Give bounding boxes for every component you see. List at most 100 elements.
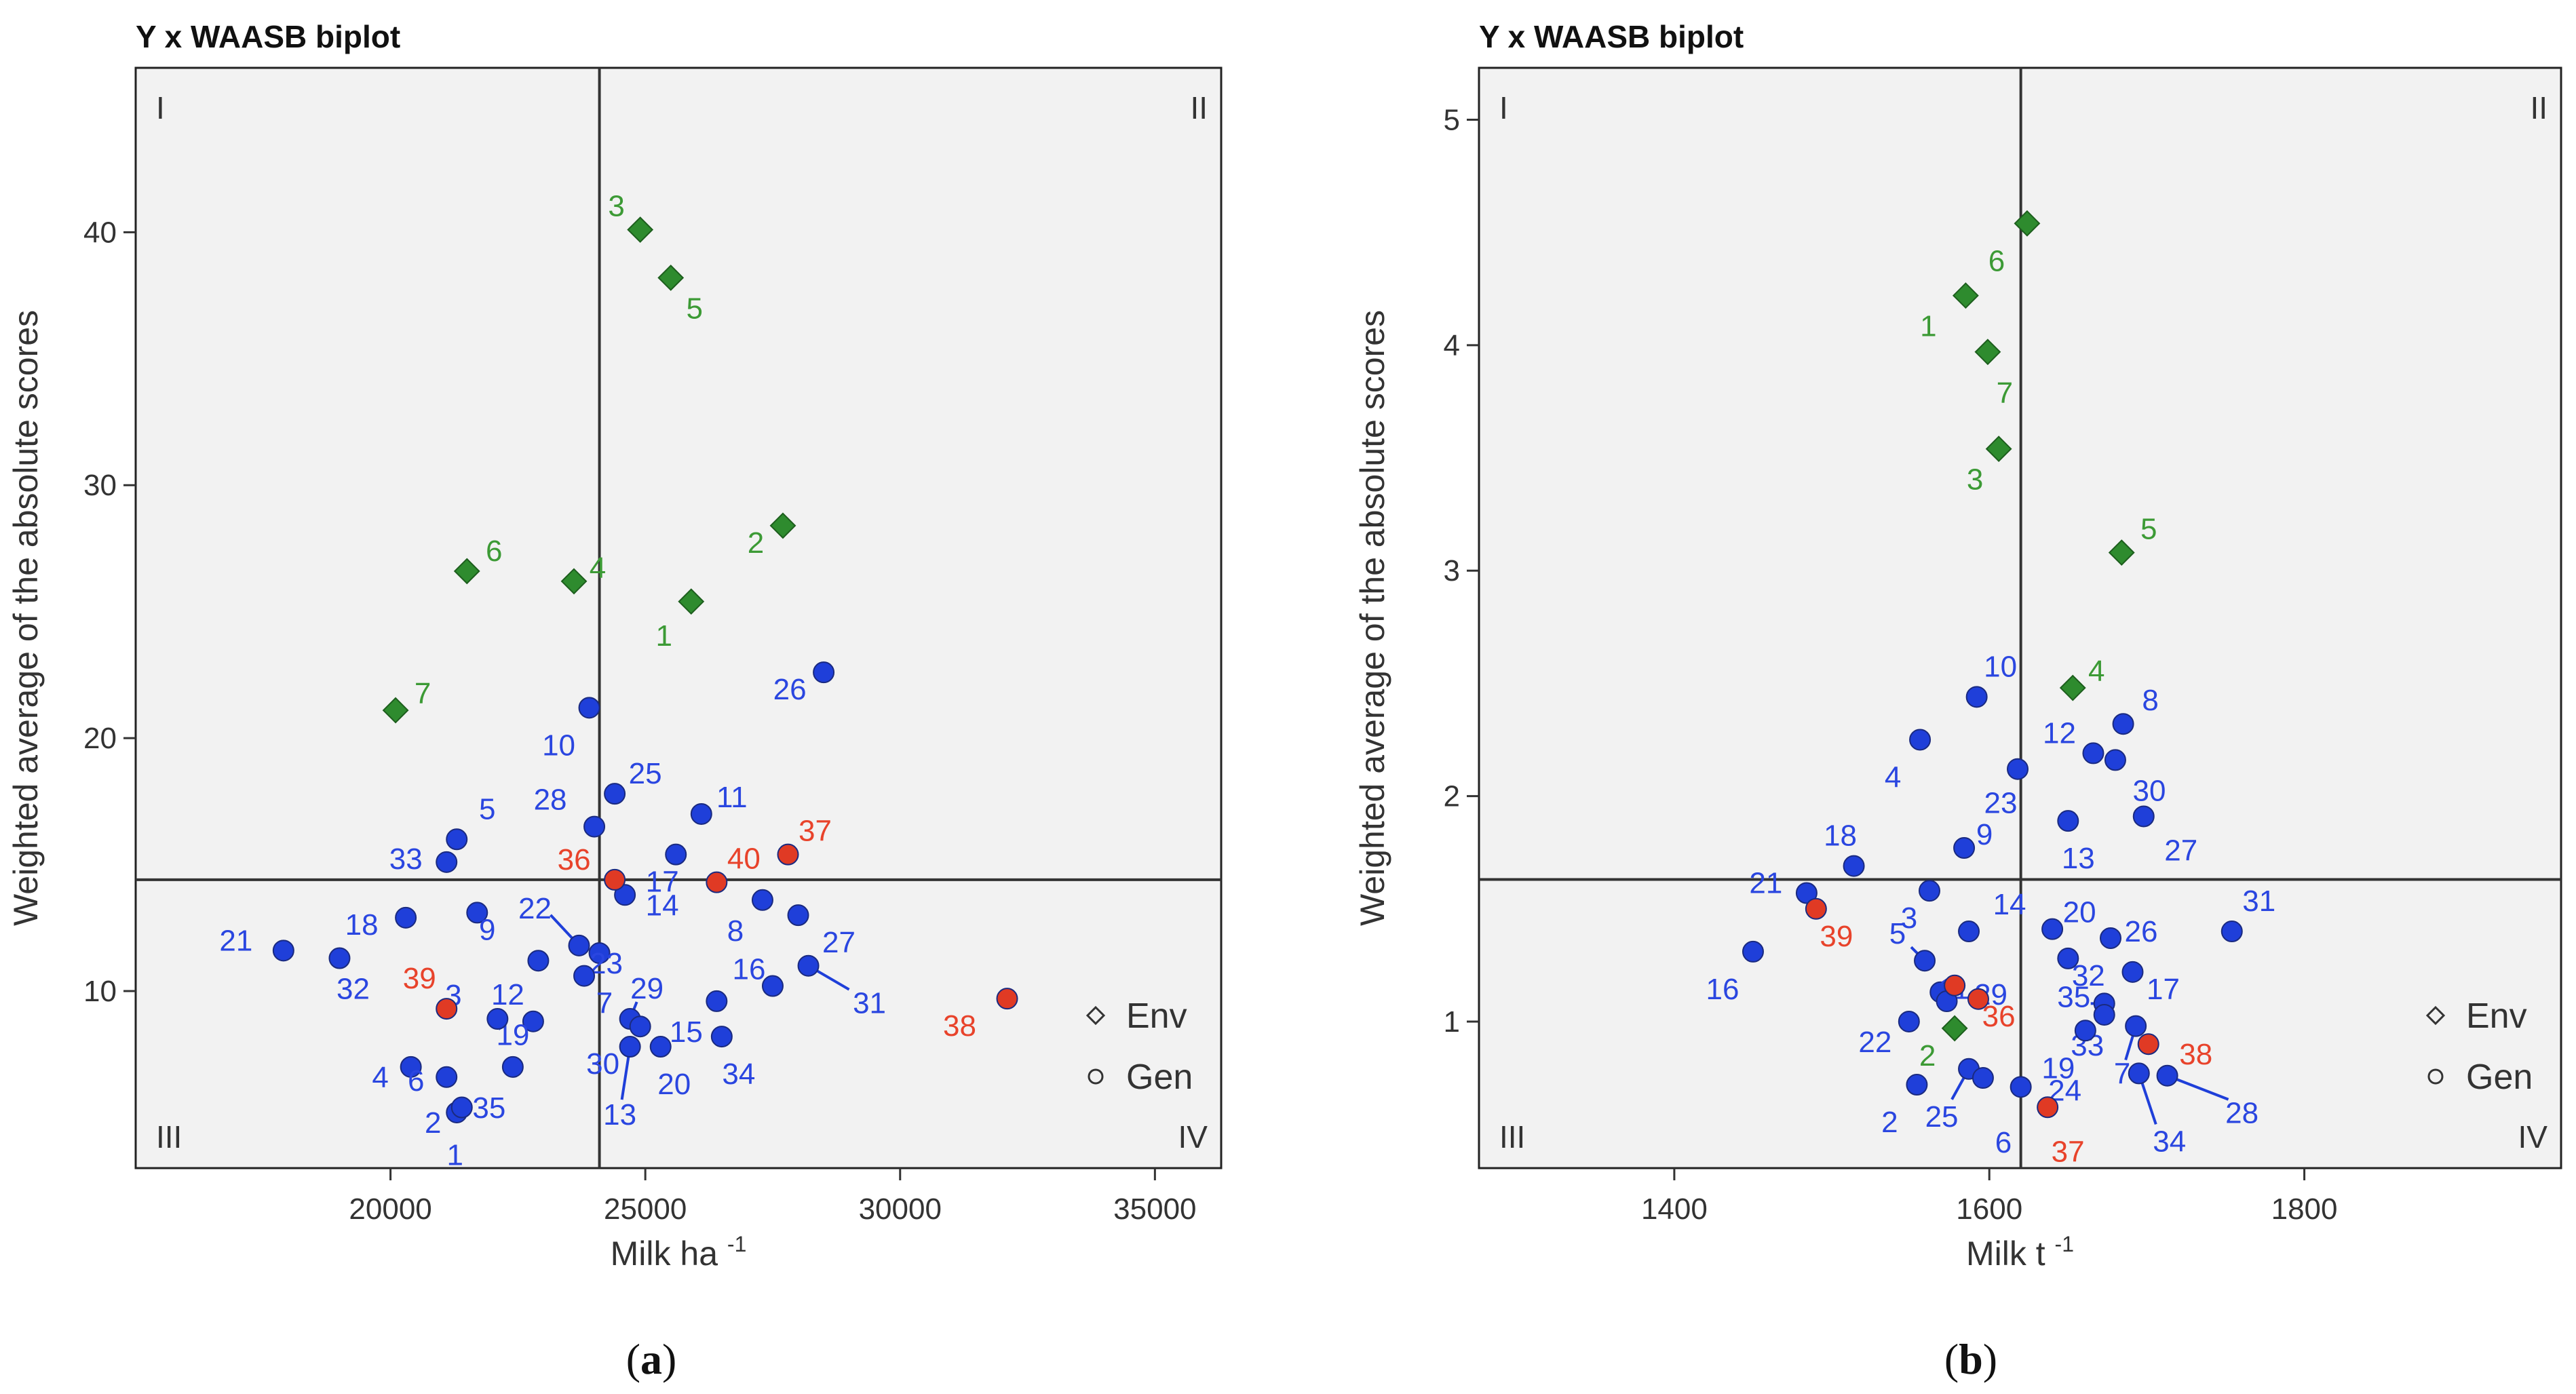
- point-label: 19: [2041, 1051, 2075, 1085]
- point-label: 2: [748, 526, 764, 560]
- point-label: 7: [415, 677, 431, 710]
- gen-point: [751, 889, 773, 911]
- subfigure-label: (a): [626, 1335, 677, 1383]
- point-label: 33: [389, 843, 423, 876]
- gen-point: [1742, 940, 1764, 963]
- gen-point: [690, 802, 712, 825]
- point-label: 28: [2225, 1097, 2258, 1130]
- env-point: [2059, 674, 2086, 701]
- gen-point: [1914, 950, 1936, 972]
- env-point: [1941, 1015, 1968, 1042]
- gen-point: [583, 815, 606, 838]
- gen-point: [614, 884, 636, 906]
- gen-point: [1965, 686, 1988, 708]
- point-label: 5: [479, 792, 495, 826]
- highlighted-gen-point: [2137, 1033, 2159, 1056]
- gen-point: [436, 1066, 458, 1088]
- gen-point: [446, 828, 468, 851]
- point-label: 37: [2052, 1135, 2085, 1168]
- x-axis-label: Milk ha -1: [611, 1232, 747, 1273]
- point-label: 15: [670, 1015, 703, 1049]
- x-tick-label: 1800: [2271, 1193, 2338, 1226]
- point-label: 17: [646, 866, 679, 899]
- gen-point: [706, 990, 728, 1012]
- legend-gen-label: Gen: [2466, 1058, 2533, 1097]
- point-label: 1: [447, 1139, 463, 1172]
- point-label: 12: [491, 978, 524, 1011]
- x-axis-label-superscript: -1: [727, 1232, 746, 1256]
- env-point: [627, 216, 654, 244]
- x-tick-label: 1400: [1641, 1193, 1708, 1226]
- gen-point: [2221, 921, 2243, 943]
- env-point: [1952, 282, 1979, 309]
- gen-point: [2112, 713, 2134, 735]
- quadrant-label: I: [156, 90, 165, 125]
- highlighted-gen-point: [1944, 974, 1966, 996]
- gen-point: [466, 902, 488, 924]
- gen-point: [578, 697, 600, 719]
- legend-env-marker: [1085, 1005, 1106, 1026]
- point-label: 28: [534, 783, 567, 817]
- gen-point: [665, 843, 687, 866]
- point-label: 1: [656, 619, 672, 653]
- gen-point: [2074, 1020, 2096, 1042]
- point-label: 32: [337, 973, 370, 1006]
- gen-point: [2104, 749, 2126, 771]
- gen-point: [272, 940, 294, 962]
- point-label: 35: [2057, 980, 2090, 1013]
- point-label: 17: [2147, 973, 2180, 1006]
- env-point: [453, 558, 480, 585]
- point-label: 2: [425, 1106, 441, 1140]
- point-label: 10: [542, 729, 575, 762]
- legend-env-marker: [2425, 1005, 2446, 1026]
- gen-point: [573, 965, 596, 987]
- point-label: 30: [2132, 774, 2166, 807]
- point-label: 18: [345, 908, 379, 942]
- plot-area: [134, 66, 1223, 1169]
- point-label: 3: [1967, 463, 1983, 497]
- gen-point: [761, 975, 784, 997]
- point-label: 34: [2153, 1125, 2186, 1158]
- gen-point: [2010, 1076, 2032, 1098]
- gen-point: [2057, 947, 2079, 969]
- point-label: 20: [657, 1068, 691, 1101]
- gen-point: [1958, 921, 1980, 943]
- point-label: 13: [603, 1098, 636, 1131]
- point-label: 6: [408, 1064, 424, 1098]
- point-label: 35: [472, 1091, 505, 1125]
- point-label: 6: [486, 535, 502, 568]
- legend-gen-label: Gen: [1126, 1058, 1193, 1097]
- point-label: 5: [686, 292, 702, 325]
- env-point: [1985, 435, 2012, 463]
- env-point: [657, 265, 685, 291]
- gen-point: [1843, 855, 1865, 877]
- point-label: 4: [1885, 760, 1901, 794]
- y-tick-label: 2: [1444, 780, 1460, 813]
- point-label: 38: [943, 1009, 976, 1043]
- point-label: 23: [1984, 787, 2018, 820]
- point-label: 26: [2125, 915, 2158, 948]
- quadrant-label: II: [2530, 90, 2548, 125]
- point-label: 22: [1858, 1026, 1891, 1059]
- highlighted-gen-point: [2037, 1096, 2059, 1119]
- point-label: 22: [518, 892, 552, 925]
- gen-point: [797, 954, 820, 977]
- gen-point: [2125, 1015, 2147, 1037]
- gen-point: [328, 947, 351, 969]
- point-label: 29: [630, 972, 664, 1005]
- point-label: 7: [1997, 376, 2013, 410]
- legend-gen-marker: [2427, 1068, 2444, 1085]
- x-tick-label: 1600: [1956, 1193, 2022, 1226]
- point-label: 16: [1706, 973, 1739, 1006]
- point-label: 21: [219, 924, 252, 957]
- gen-point: [1909, 729, 1931, 751]
- quadrant-label: IV: [1178, 1119, 1208, 1155]
- env-point: [678, 588, 705, 615]
- gen-point: [501, 1056, 524, 1078]
- point-label: 9: [1976, 818, 1993, 851]
- y-axis-label: Weighted average of the absolute scores: [1353, 310, 1391, 926]
- gen-point: [604, 783, 626, 805]
- env-point: [2014, 210, 2041, 237]
- point-label: 21: [1749, 867, 1782, 900]
